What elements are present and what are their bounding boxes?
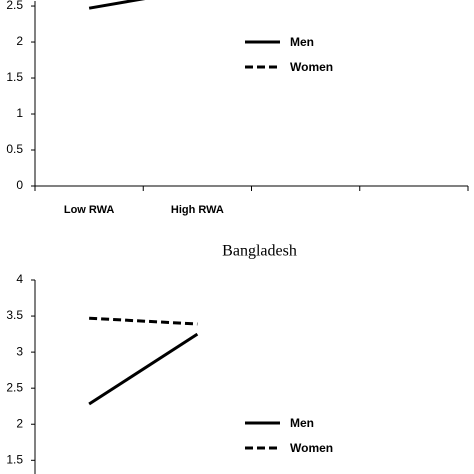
y-tick-label: 0.5 xyxy=(6,142,23,156)
x-tick-label: High RWA xyxy=(171,204,224,216)
y-tick-label: 2 xyxy=(16,416,23,430)
y-tick-label: 1.5 xyxy=(6,452,23,466)
y-tick-label: 3 xyxy=(16,344,23,358)
y-tick-label: 4 xyxy=(16,272,23,286)
legend-label: Women xyxy=(290,441,333,455)
y-tick-label: 2.5 xyxy=(6,0,23,12)
y-tick-label: 1 xyxy=(16,106,23,120)
y-tick-label: 3.5 xyxy=(6,308,23,322)
chart-title: Bangladesh xyxy=(222,243,297,260)
y-tick-label: 2 xyxy=(16,34,23,48)
x-tick-label: Low RWA xyxy=(64,204,115,216)
legend-label: Men xyxy=(290,416,314,430)
y-tick-label: 2.5 xyxy=(6,380,23,394)
series-line xyxy=(89,316,198,326)
legend-label: Women xyxy=(290,60,333,74)
series-line xyxy=(88,0,146,10)
legend-label: Men xyxy=(290,35,314,49)
y-tick-label: 1.5 xyxy=(6,70,23,84)
series-line xyxy=(88,332,199,406)
y-tick-label: 0 xyxy=(16,178,23,192)
